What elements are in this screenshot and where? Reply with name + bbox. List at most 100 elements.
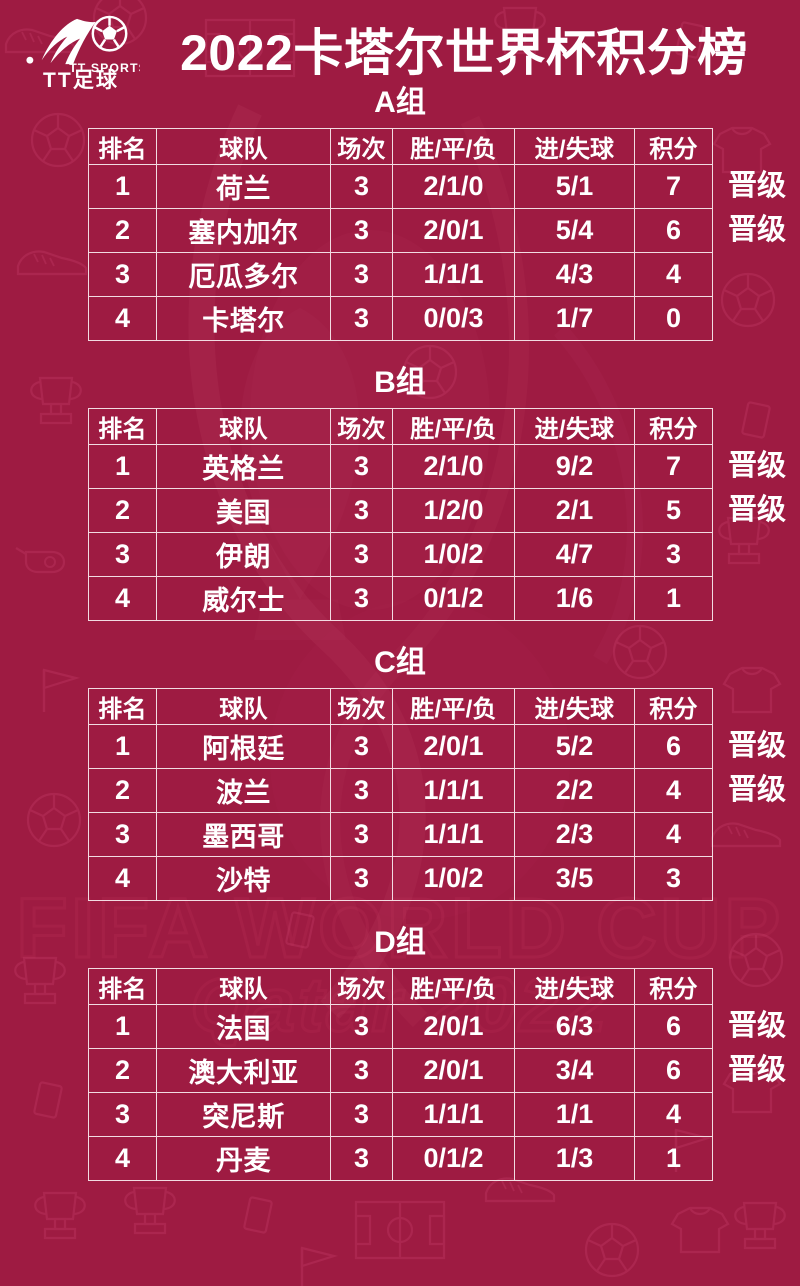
column-header-rank: 排名: [88, 688, 157, 725]
cell-points: 3: [634, 532, 713, 577]
page-title: 2022卡塔尔世界杯积分榜: [180, 24, 748, 81]
qualification-labels: 晋级 晋级: [720, 128, 800, 340]
qualify-badge: 晋级: [728, 450, 787, 482]
column-header-played: 场次: [330, 128, 393, 165]
qualification-header-spacer: [720, 128, 800, 164]
cell-points: 6: [634, 1004, 713, 1049]
cell-team: 卡塔尔: [156, 296, 331, 341]
cell-team: 阿根廷: [156, 724, 331, 769]
cell-played: 3: [330, 724, 393, 769]
table-row: 3 伊朗 3 1/0/2 4/7 3: [88, 532, 713, 577]
cell-team: 法国: [156, 1004, 331, 1049]
cell-team: 伊朗: [156, 532, 331, 577]
qualify-badge: [720, 856, 800, 900]
header: TT SPORTS TT足球 2022卡塔尔世界杯积分榜: [0, 0, 800, 95]
tt-sports-logo: TT SPORTS TT足球: [22, 12, 140, 92]
column-header-rank: 排名: [88, 128, 157, 165]
table-row: 4 沙特 3 1/0/2 3/5 3: [88, 856, 713, 901]
cell-played: 3: [330, 768, 393, 813]
table-row: 3 墨西哥 3 1/1/1 2/3 4: [88, 812, 713, 857]
column-header-played: 场次: [330, 688, 393, 725]
cell-team: 突尼斯: [156, 1092, 331, 1137]
column-header-rank: 排名: [88, 408, 157, 445]
cell-played: 3: [330, 164, 393, 209]
qualification-header-spacer: [720, 688, 800, 724]
table-header-row: 排名 球队 场次 胜/平/负 进/失球 积分: [88, 968, 713, 1005]
cell-goals: 9/2: [514, 444, 635, 489]
standings-table-wrapper: 排名 球队 场次 胜/平/负 进/失球 积分 1 英格兰 3 2/1/0 9/2 7 2 美国 3 1/2/0…: [88, 408, 786, 621]
cell-wdl: 2/0/1: [392, 1004, 515, 1049]
cell-goals: 2/1: [514, 488, 635, 533]
table-header-row: 排名 球队 场次 胜/平/负 进/失球 积分: [88, 128, 713, 165]
qualify-badge: [720, 1092, 800, 1136]
group-block-D组: D组 排名 球队 场次 胜/平/负 进/失球 积分 1 法国 3 2/0/1 6/3 6 2 澳大利亚 3 2/…: [0, 928, 800, 1181]
cell-points: 1: [634, 576, 713, 621]
column-header-wdl: 胜/平/负: [392, 968, 515, 1005]
column-header-team: 球队: [156, 128, 331, 165]
cell-rank: 1: [88, 724, 157, 769]
column-header-wdl: 胜/平/负: [392, 688, 515, 725]
cell-team: 美国: [156, 488, 331, 533]
cell-wdl: 1/1/1: [392, 252, 515, 297]
cell-played: 3: [330, 1048, 393, 1093]
standings-table: 排名 球队 场次 胜/平/负 进/失球 积分 1 阿根廷 3 2/0/1 5/2 6 2 波兰 3 1/1/1…: [88, 688, 713, 901]
table-row: 2 塞内加尔 3 2/0/1 5/4 6: [88, 208, 713, 253]
cell-points: 4: [634, 812, 713, 857]
table-row: 2 澳大利亚 3 2/0/1 3/4 6: [88, 1048, 713, 1093]
cell-goals: 3/4: [514, 1048, 635, 1093]
table-row: 1 英格兰 3 2/1/0 9/2 7: [88, 444, 713, 489]
group-block-B组: B组排名 球队 场次 胜/平/负 进/失球 积分 1 英格兰 3 2/1/0 9/2 7 2 美国 3 1/2…: [0, 368, 800, 621]
cell-rank: 2: [88, 1048, 157, 1093]
column-header-wdl: 胜/平/负: [392, 128, 515, 165]
cell-goals: 5/4: [514, 208, 635, 253]
cell-rank: 4: [88, 1136, 157, 1181]
table-row: 4 丹麦 3 0/1/2 1/3 1: [88, 1136, 713, 1181]
qualification-labels: 晋级 晋级: [720, 688, 800, 900]
cell-goals: 1/3: [514, 1136, 635, 1181]
qualify-badge: 晋级: [728, 1010, 787, 1042]
group-heading: D组: [374, 926, 426, 959]
column-header-points: 积分: [634, 968, 713, 1005]
group-block-C组: C组 排名 球队 场次 胜/平/负 进/失球 积分 1 阿根廷 3 2/0/1 5/2 6 2 波兰 3 1/1…: [0, 648, 800, 901]
qualify-badge: 晋级: [728, 170, 787, 202]
table-row: 2 美国 3 1/2/0 2/1 5: [88, 488, 713, 533]
standings-table: 排名 球队 场次 胜/平/负 进/失球 积分 1 法国 3 2/0/1 6/3 6 2 澳大利亚 3 2/0/…: [88, 968, 713, 1181]
cell-played: 3: [330, 1136, 393, 1181]
table-header-row: 排名 球队 场次 胜/平/负 进/失球 积分: [88, 688, 713, 725]
cell-points: 0: [634, 296, 713, 341]
qualification-header-spacer: [720, 408, 800, 444]
table-row: 1 法国 3 2/0/1 6/3 6: [88, 1004, 713, 1049]
cell-goals: 1/1: [514, 1092, 635, 1137]
cell-goals: 6/3: [514, 1004, 635, 1049]
column-header-goals: 进/失球: [514, 688, 635, 725]
standings-table-wrapper: 排名 球队 场次 胜/平/负 进/失球 积分 1 荷兰 3 2/1/0 5/1 7 2 塞内加尔 3 2/0/…: [88, 128, 786, 341]
cell-wdl: 1/0/2: [392, 856, 515, 901]
cell-wdl: 0/1/2: [392, 1136, 515, 1181]
qualify-badge: 晋级: [728, 494, 787, 526]
standings-table: 排名 球队 场次 胜/平/负 进/失球 积分 1 荷兰 3 2/1/0 5/1 7 2 塞内加尔 3 2/0/…: [88, 128, 713, 341]
cell-wdl: 2/1/0: [392, 444, 515, 489]
cell-team: 厄瓜多尔: [156, 252, 331, 297]
cell-wdl: 2/0/1: [392, 208, 515, 253]
cell-points: 4: [634, 768, 713, 813]
qualify-badge: 晋级: [728, 214, 787, 246]
cell-wdl: 1/1/1: [392, 768, 515, 813]
cell-wdl: 1/0/2: [392, 532, 515, 577]
column-header-goals: 进/失球: [514, 408, 635, 445]
column-header-goals: 进/失球: [514, 968, 635, 1005]
cell-goals: 1/7: [514, 296, 635, 341]
cell-goals: 3/5: [514, 856, 635, 901]
group-heading: B组: [374, 366, 426, 399]
cell-played: 3: [330, 1092, 393, 1137]
table-row: 2 波兰 3 1/1/1 2/2 4: [88, 768, 713, 813]
cell-wdl: 2/1/0: [392, 164, 515, 209]
qualify-badge: [720, 812, 800, 856]
cell-points: 6: [634, 724, 713, 769]
cell-played: 3: [330, 1004, 393, 1049]
table-header-row: 排名 球队 场次 胜/平/负 进/失球 积分: [88, 408, 713, 445]
standings-table-wrapper: 排名 球队 场次 胜/平/负 进/失球 积分 1 法国 3 2/0/1 6/3 6 2 澳大利亚 3 2/0/…: [88, 968, 786, 1181]
qualify-badge: [720, 252, 800, 296]
cell-rank: 4: [88, 296, 157, 341]
cell-played: 3: [330, 488, 393, 533]
